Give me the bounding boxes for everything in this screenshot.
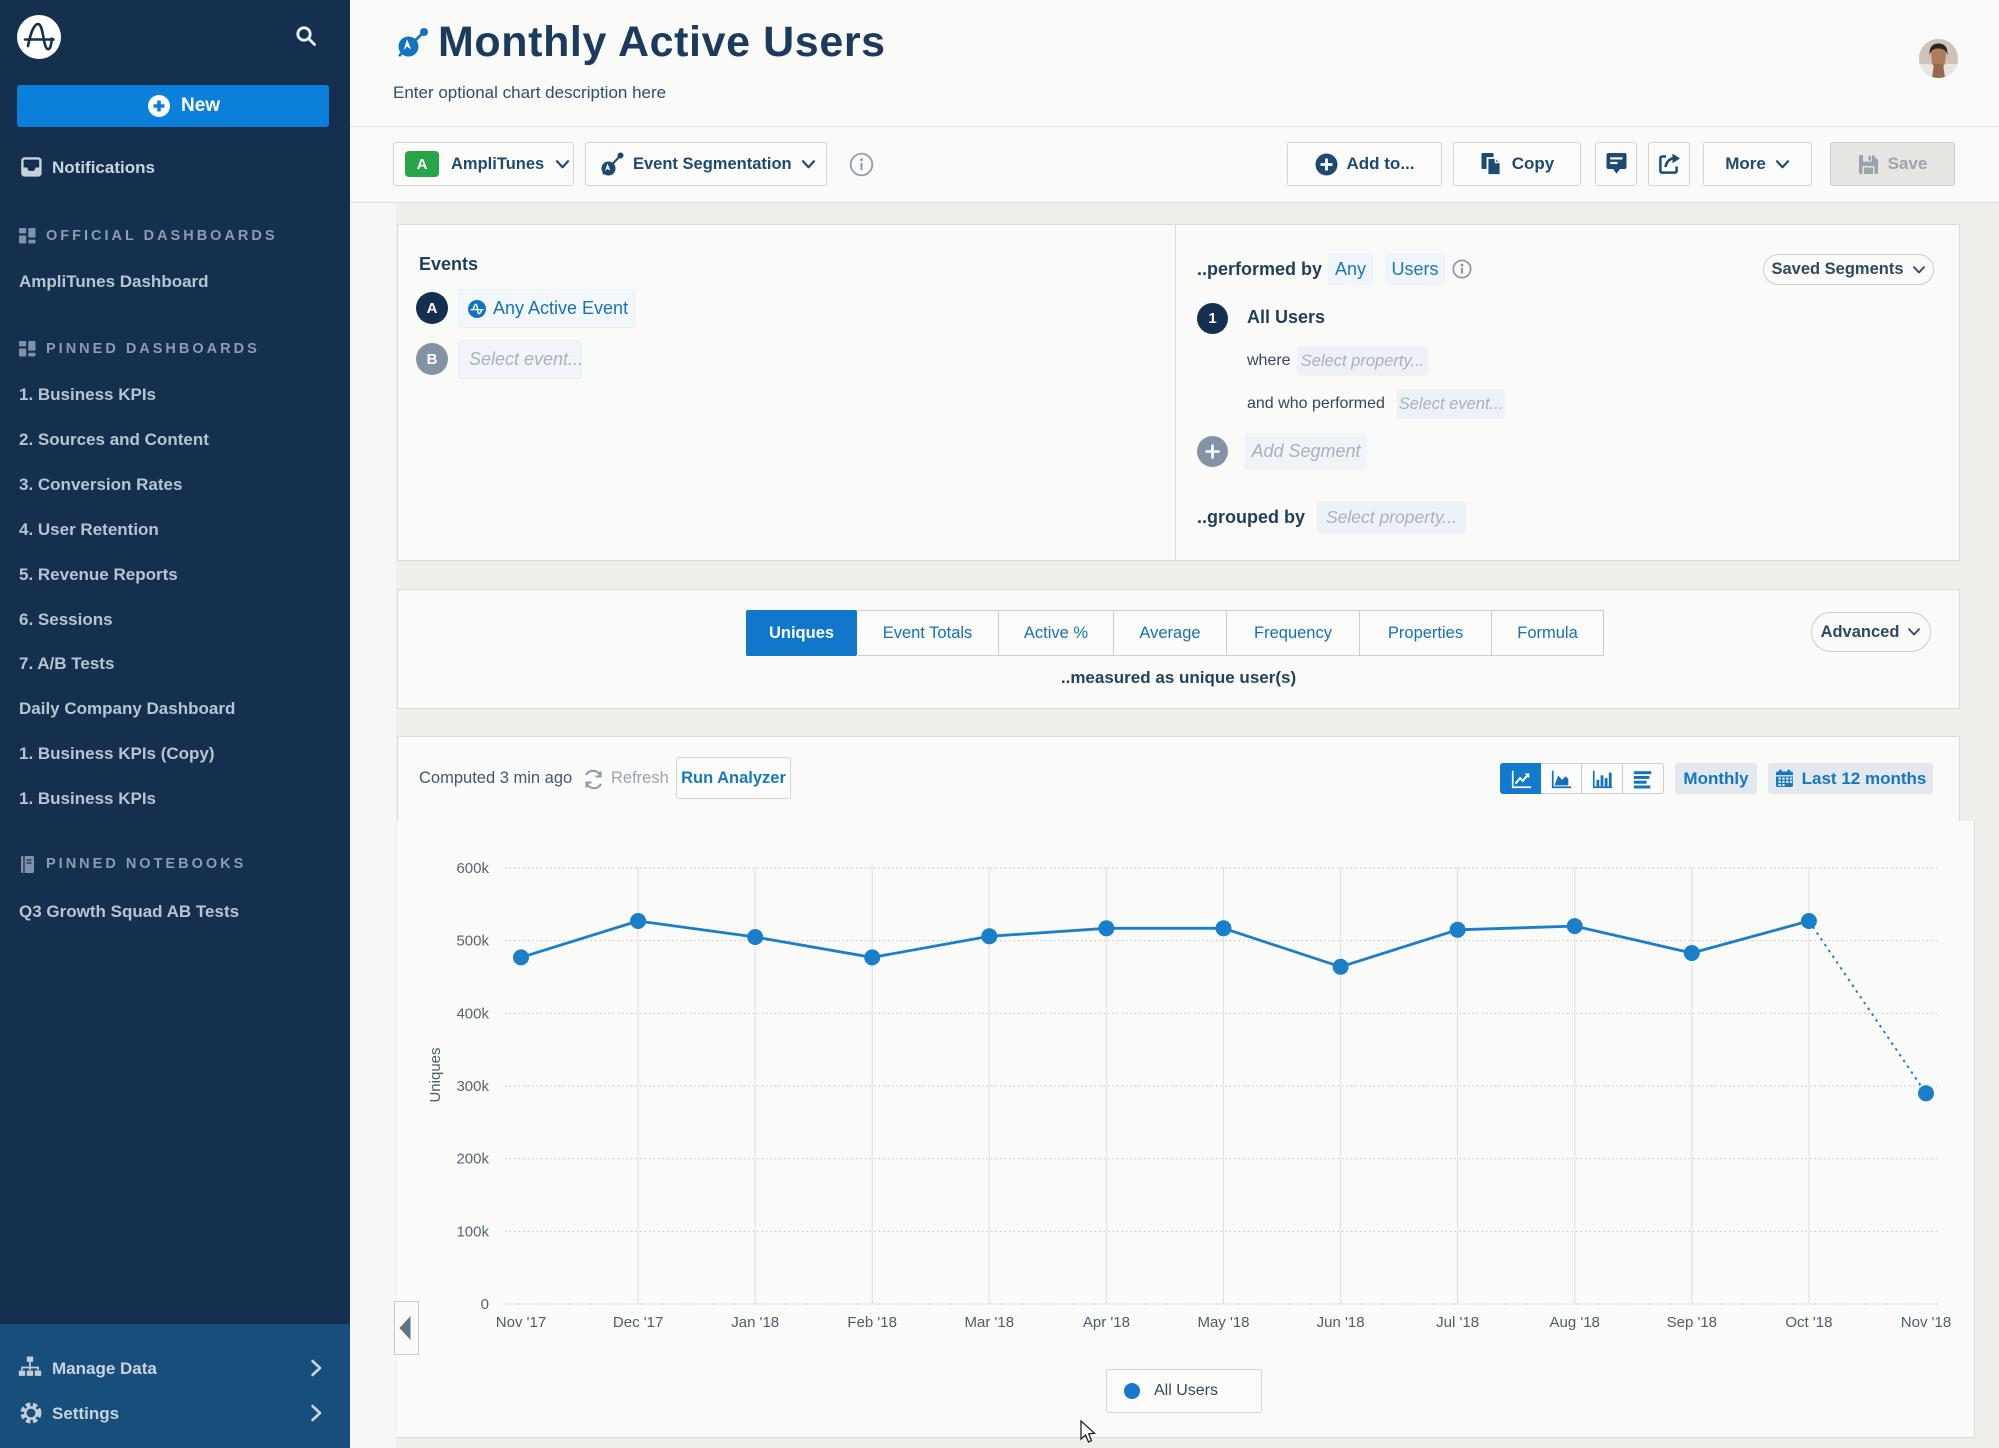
svg-text:400k: 400k — [456, 1005, 489, 1022]
svg-text:Dec '17: Dec '17 — [613, 1314, 663, 1331]
svg-text:Uniques: Uniques — [427, 1047, 444, 1102]
svg-text:Nov '18: Nov '18 — [1901, 1314, 1951, 1331]
svg-text:100k: 100k — [456, 1223, 489, 1240]
svg-text:Feb '18: Feb '18 — [847, 1314, 897, 1331]
svg-text:600k: 600k — [456, 860, 489, 877]
svg-text:Mar '18: Mar '18 — [965, 1314, 1015, 1331]
svg-text:Nov '17: Nov '17 — [496, 1314, 546, 1331]
svg-text:Sep '18: Sep '18 — [1667, 1314, 1717, 1331]
svg-text:Aug '18: Aug '18 — [1549, 1314, 1599, 1331]
svg-text:200k: 200k — [456, 1151, 489, 1168]
svg-text:Apr '18: Apr '18 — [1083, 1314, 1130, 1331]
svg-text:Jun '18: Jun '18 — [1317, 1314, 1365, 1331]
svg-text:500k: 500k — [456, 933, 489, 950]
svg-text:300k: 300k — [456, 1078, 489, 1095]
svg-text:Oct '18: Oct '18 — [1785, 1314, 1832, 1331]
svg-text:May '18: May '18 — [1197, 1314, 1249, 1331]
svg-text:Jul '18: Jul '18 — [1436, 1314, 1479, 1331]
svg-text:Jan '18: Jan '18 — [731, 1314, 779, 1331]
svg-text:0: 0 — [481, 1296, 489, 1313]
